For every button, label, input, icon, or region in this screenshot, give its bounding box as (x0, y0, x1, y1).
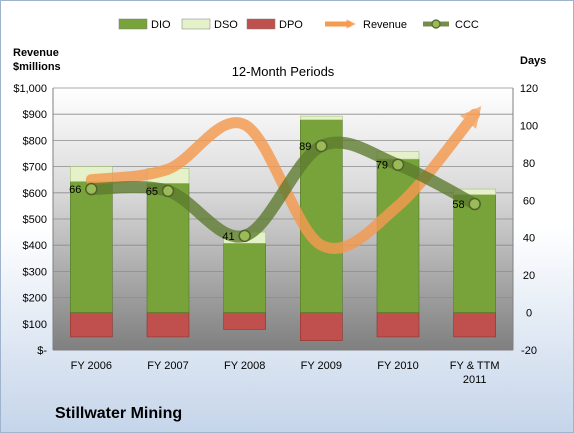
legend-swatch-dio (118, 18, 148, 30)
company-name: Stillwater Mining (55, 405, 183, 422)
legend-swatch-dpo (246, 18, 276, 30)
bar-dio (376, 158, 420, 313)
left-tick-label: $500 (23, 214, 47, 226)
ccc-point (161, 184, 175, 198)
ccc-data-label: 66 (69, 184, 81, 196)
right-tick-label: 60 (523, 195, 535, 207)
ccc-data-label: 41 (222, 231, 234, 243)
left-tick-label: $400 (23, 240, 47, 252)
right-tick-label: 20 (523, 270, 535, 282)
left-tick-label: $100 (23, 319, 47, 331)
legend-label: DSO (214, 19, 238, 31)
left-tick-label: $600 (23, 188, 47, 200)
left-tick-label: $900 (23, 109, 47, 121)
bar-dio (70, 181, 113, 313)
x-tick-label: FY & TTM (450, 360, 500, 372)
bar-dpo (146, 312, 190, 338)
x-tick-label: FY 2006 (71, 360, 112, 372)
bar-dpo (70, 312, 113, 338)
ccc-point (315, 139, 328, 153)
right-tick-label: 40 (523, 233, 535, 245)
right-tick-label: 120 (520, 83, 538, 95)
legend-swatch-dso (181, 18, 211, 30)
legend-label: DIO (151, 19, 171, 31)
legend-label: Revenue (363, 19, 407, 31)
ccc-data-label: 58 (452, 199, 464, 211)
bar-dpo (376, 312, 420, 338)
left-tick-label: $300 (23, 266, 47, 278)
left-tick-label: $- (37, 345, 47, 357)
x-tick-label: FY 2010 (377, 360, 418, 372)
ccc-data-label: 89 (299, 141, 311, 153)
right-tick-label: 80 (523, 158, 535, 170)
left-tick-label: $700 (23, 162, 47, 174)
legend-swatch-ccc-marker (431, 19, 441, 29)
left-tick-label: $800 (23, 135, 47, 147)
ccc-point (468, 197, 481, 211)
x-tick-label: FY 2009 (301, 360, 342, 372)
bar-dpo (453, 312, 496, 338)
right-tick-label: 100 (520, 120, 538, 132)
revenue-line (85, 106, 482, 254)
right-tick-label: -20 (521, 345, 537, 357)
right-tick-label: 0 (526, 308, 532, 320)
legend-label: DPO (279, 19, 303, 31)
bar-dio (223, 243, 266, 313)
chart-title: 12-Month Periods (232, 64, 335, 79)
ccc-data-label: 79 (376, 160, 388, 172)
ccc-data-label: 65 (146, 186, 158, 198)
left-tick-label: $1,000 (13, 83, 47, 95)
left-tick-label: $200 (23, 293, 47, 305)
x-tick-label: FY 2008 (224, 360, 265, 372)
legend-label: CCC (455, 19, 479, 31)
bar-dio (453, 194, 496, 313)
bar-dpo (223, 312, 266, 330)
x-tick-label: 2011 (463, 374, 487, 386)
bar-dso (300, 115, 343, 121)
bar-dpo (300, 312, 343, 341)
ccc-point (391, 158, 405, 171)
ccc-point (85, 182, 98, 196)
left-axis-title: $millions (13, 61, 61, 73)
x-tick-label: FY 2007 (147, 360, 188, 372)
left-axis-title: Revenue (13, 47, 59, 59)
ccc-point (238, 229, 251, 243)
right-axis-title: Days (520, 55, 546, 67)
